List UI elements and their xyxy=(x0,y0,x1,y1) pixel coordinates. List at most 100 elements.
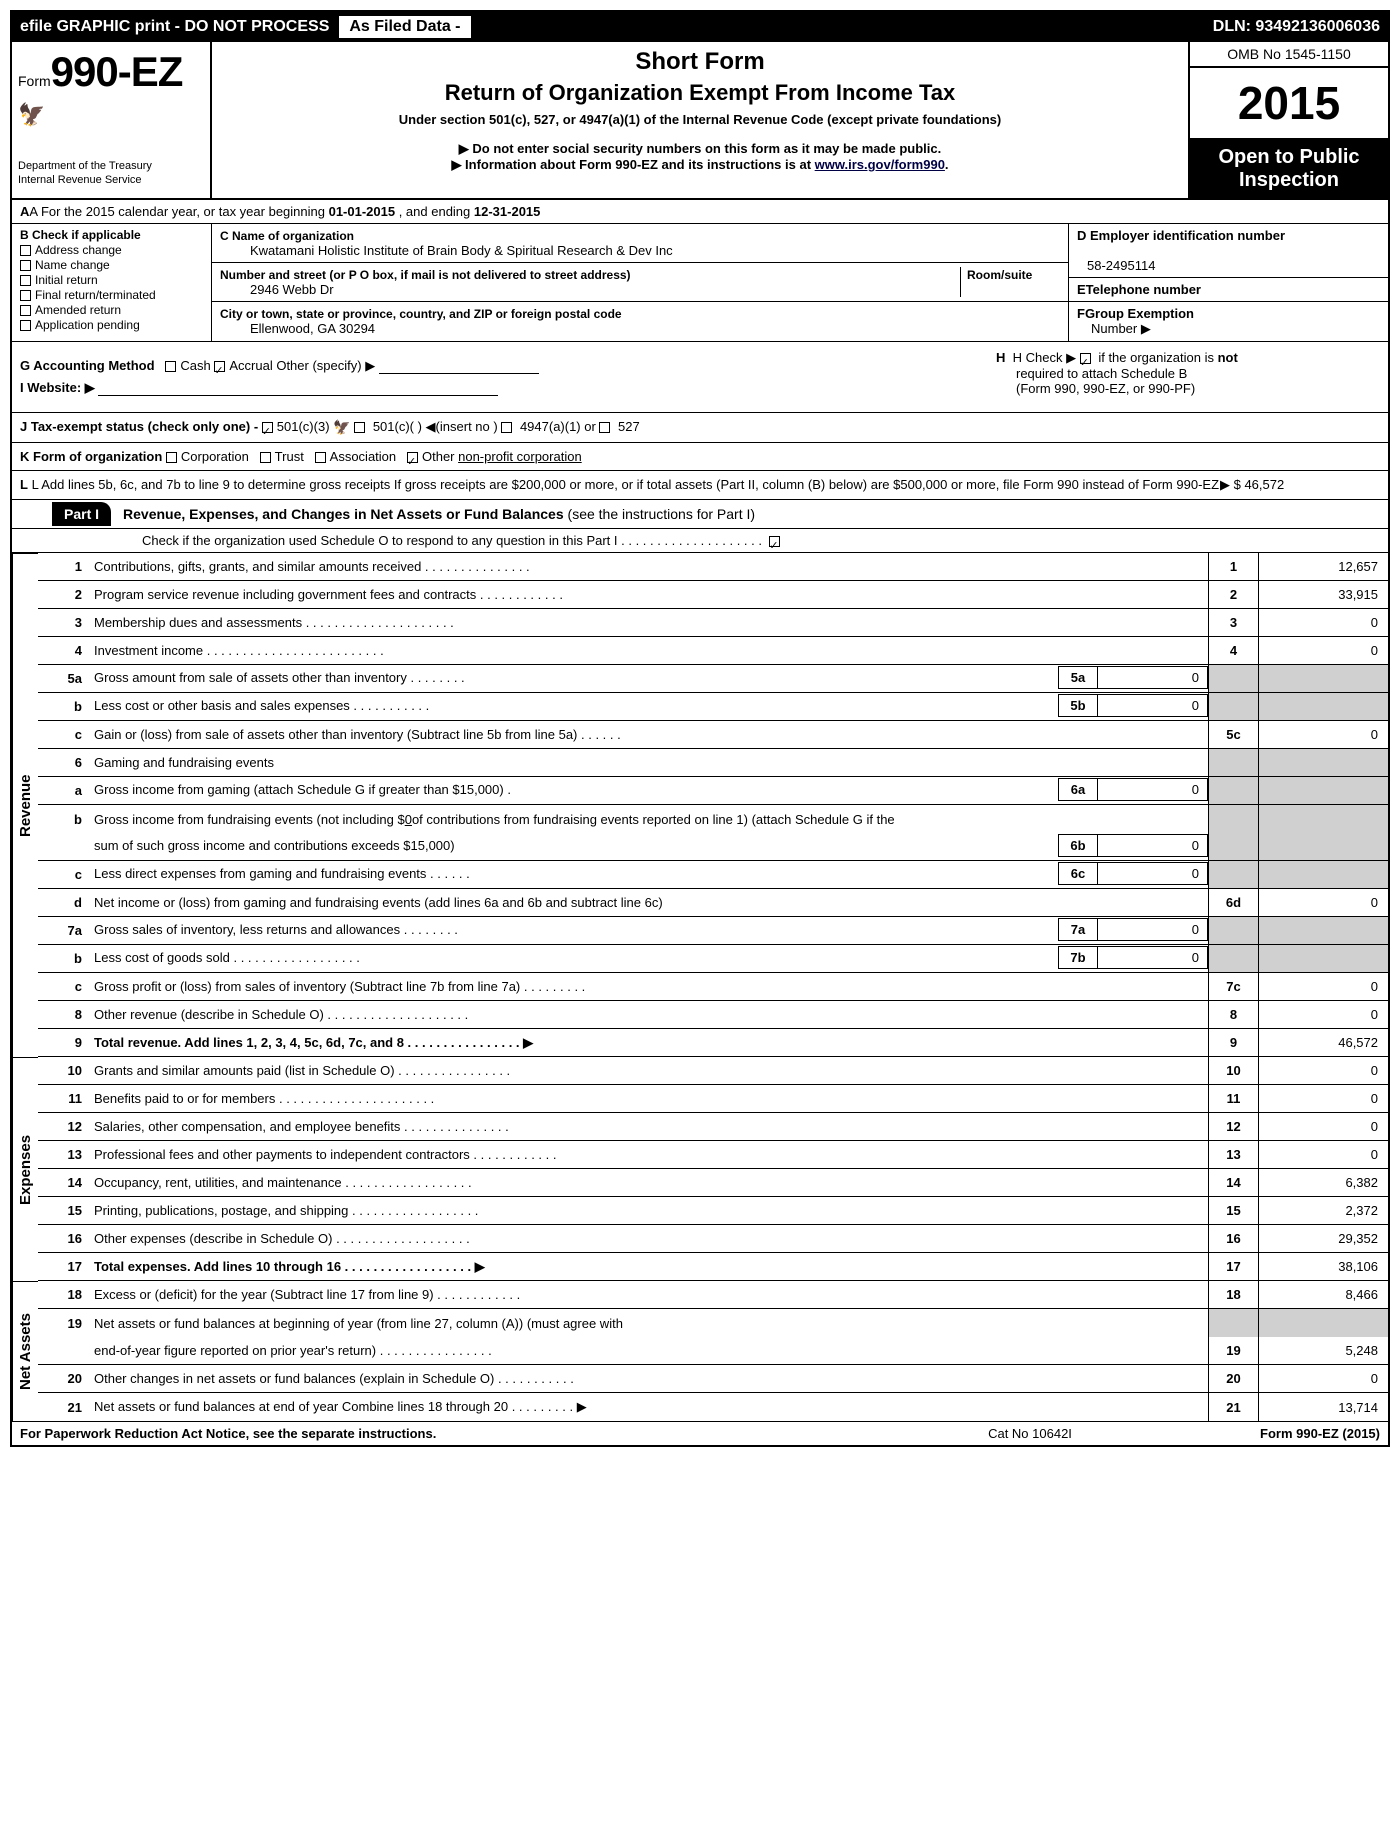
f-group-label: FGroup Exemption xyxy=(1077,306,1194,321)
c-addr-label: Number and street (or P O box, if mail i… xyxy=(220,268,631,282)
line-19-desc2: end-of-year figure reported on prior yea… xyxy=(88,1337,1208,1365)
line-6b-desc2: sum of such gross income and contributio… xyxy=(88,833,1058,858)
eagle-icon: 🦅 xyxy=(18,102,45,128)
chk-amended[interactable] xyxy=(20,305,31,316)
chk-4947[interactable] xyxy=(501,422,512,433)
dln-label: DLN: 93492136006036 xyxy=(1213,18,1380,36)
line-9-desc: Total revenue. Add lines 1, 2, 3, 4, 5c,… xyxy=(88,1029,1208,1057)
line-6d-val: 0 xyxy=(1258,889,1388,917)
ein-value: 58-2495114 xyxy=(1077,258,1155,273)
line-20-val: 0 xyxy=(1258,1365,1388,1393)
chk-other[interactable] xyxy=(407,452,418,463)
line-1-desc: Contributions, gifts, grants, and simila… xyxy=(88,553,1208,581)
line-5c-desc: Gain or (loss) from sale of assets other… xyxy=(88,721,1208,749)
header: Form990-EZ 🦅 Department of the Treasury … xyxy=(12,42,1388,200)
row-k: K Form of organization Corporation Trust… xyxy=(12,443,1388,471)
part1-sub: Check if the organization used Schedule … xyxy=(12,529,1388,553)
f-group-num: Number ▶ xyxy=(1077,321,1151,336)
asfiled-label: As Filed Data - xyxy=(339,16,470,38)
line-1-val: 12,657 xyxy=(1258,553,1388,581)
line-15-val: 2,372 xyxy=(1258,1197,1388,1225)
chk-assoc[interactable] xyxy=(315,452,326,463)
line-6a-val: 0 xyxy=(1098,778,1208,801)
line-6c-desc: Less direct expenses from gaming and fun… xyxy=(88,861,1058,886)
line-6b-val: 0 xyxy=(1098,834,1208,857)
form-container: efile GRAPHIC print - DO NOT PROCESS As … xyxy=(10,10,1390,1447)
tax-year: 2015 xyxy=(1190,68,1388,140)
chk-corp[interactable] xyxy=(166,452,177,463)
form-label: Form xyxy=(18,73,51,89)
line-7a-val: 0 xyxy=(1098,918,1208,941)
chk-cash[interactable] xyxy=(165,361,176,372)
chk-address[interactable] xyxy=(20,245,31,256)
line-7c-desc: Gross profit or (loss) from sales of inv… xyxy=(88,973,1208,1001)
line-13-val: 0 xyxy=(1258,1141,1388,1169)
box-b: B Check if applicable Address change Nam… xyxy=(12,224,212,341)
header-right: OMB No 1545-1150 2015 Open to Public Ins… xyxy=(1188,42,1388,198)
efile-label: efile GRAPHIC print - DO NOT PROCESS xyxy=(20,18,329,36)
line-7b-val: 0 xyxy=(1098,946,1208,969)
eagle-inline-icon: 🦅 xyxy=(333,419,350,435)
line-18-val: 8,466 xyxy=(1258,1281,1388,1309)
chk-h-notreq[interactable] xyxy=(1080,353,1091,364)
chk-501c3[interactable] xyxy=(262,422,273,433)
short-form-label: Short Form xyxy=(222,48,1178,76)
line-9-val: 46,572 xyxy=(1258,1029,1388,1057)
note-info: ▶ Information about Form 990-EZ and its … xyxy=(222,157,1178,173)
org-street: 2946 Webb Dr xyxy=(220,282,334,297)
box-h: H H Check ▶ if the organization is not r… xyxy=(988,342,1388,412)
chk-name[interactable] xyxy=(20,260,31,271)
line-18-desc: Excess or (deficit) for the year (Subtra… xyxy=(88,1281,1208,1309)
line-7c-val: 0 xyxy=(1258,973,1388,1001)
dept-treasury: Department of the Treasury xyxy=(18,160,204,172)
line-16-desc: Other expenses (describe in Schedule O) … xyxy=(88,1225,1208,1253)
footer-formref: Form 990-EZ (2015) xyxy=(1180,1426,1380,1441)
line-11-val: 0 xyxy=(1258,1085,1388,1113)
l-amount: ▶ $ 46,572 xyxy=(1220,477,1380,493)
part1-header: Part I Revenue, Expenses, and Changes in… xyxy=(12,500,1388,529)
org-city: Ellenwood, GA 30294 xyxy=(220,321,375,336)
chk-527[interactable] xyxy=(599,422,610,433)
line-5c-val: 0 xyxy=(1258,721,1388,749)
chk-schedule-o[interactable] xyxy=(769,536,780,547)
line-6a-desc: Gross income from gaming (attach Schedul… xyxy=(88,777,1058,802)
row-j: J Tax-exempt status (check only one) - 5… xyxy=(12,413,1388,443)
box-def: D Employer identification number 58-2495… xyxy=(1068,224,1388,341)
line-11-desc: Benefits paid to or for members . . . . … xyxy=(88,1085,1208,1113)
org-name: Kwatamani Holistic Institute of Brain Bo… xyxy=(220,243,673,258)
chk-accrual[interactable] xyxy=(214,361,225,372)
line-21-val: 13,714 xyxy=(1258,1393,1388,1421)
line-14-val: 6,382 xyxy=(1258,1169,1388,1197)
line-12-val: 0 xyxy=(1258,1113,1388,1141)
c-name-label: C Name of organization xyxy=(220,229,354,243)
line-8-desc: Other revenue (describe in Schedule O) .… xyxy=(88,1001,1208,1029)
footer-notice: For Paperwork Reduction Act Notice, see … xyxy=(20,1426,880,1441)
line-6c-val: 0 xyxy=(1098,862,1208,885)
d-ein-label: D Employer identification number xyxy=(1077,228,1285,243)
part1-title: Revenue, Expenses, and Changes in Net As… xyxy=(123,506,564,522)
chk-initial[interactable] xyxy=(20,275,31,286)
form-number: 990-EZ xyxy=(51,48,183,95)
line-17-val: 38,106 xyxy=(1258,1253,1388,1281)
footer: For Paperwork Reduction Act Notice, see … xyxy=(12,1421,1388,1445)
form-title: Return of Organization Exempt From Incom… xyxy=(222,80,1178,106)
part1-grid: Revenue 1 Contributions, gifts, grants, … xyxy=(12,553,1388,1421)
open-to-public: Open to Public Inspection xyxy=(1190,140,1388,198)
chk-trust[interactable] xyxy=(260,452,271,463)
header-mid: Short Form Return of Organization Exempt… xyxy=(212,42,1188,198)
line-5a-desc: Gross amount from sale of assets other t… xyxy=(88,665,1058,690)
chk-pending[interactable] xyxy=(20,320,31,331)
line-7b-desc: Less cost of goods sold . . . . . . . . … xyxy=(88,945,1058,970)
line-5a-val: 0 xyxy=(1098,666,1208,689)
irs-link[interactable]: www.irs.gov/form990 xyxy=(815,157,945,172)
row-l: L L Add lines 5b, 6c, and 7b to line 9 t… xyxy=(12,471,1388,500)
chk-501c[interactable] xyxy=(354,422,365,433)
line-6-desc: Gaming and fundraising events xyxy=(88,749,1208,777)
line-12-desc: Salaries, other compensation, and employ… xyxy=(88,1113,1208,1141)
c-room-label: Room/suite xyxy=(967,268,1032,282)
chk-final[interactable] xyxy=(20,290,31,301)
row-a-tax-year: AA For the 2015 calendar year, or tax ye… xyxy=(12,200,1388,224)
line-19-desc1: Net assets or fund balances at beginning… xyxy=(88,1309,1208,1337)
footer-catno: Cat No 10642I xyxy=(880,1426,1180,1441)
part1-tag: Part I xyxy=(52,502,111,526)
